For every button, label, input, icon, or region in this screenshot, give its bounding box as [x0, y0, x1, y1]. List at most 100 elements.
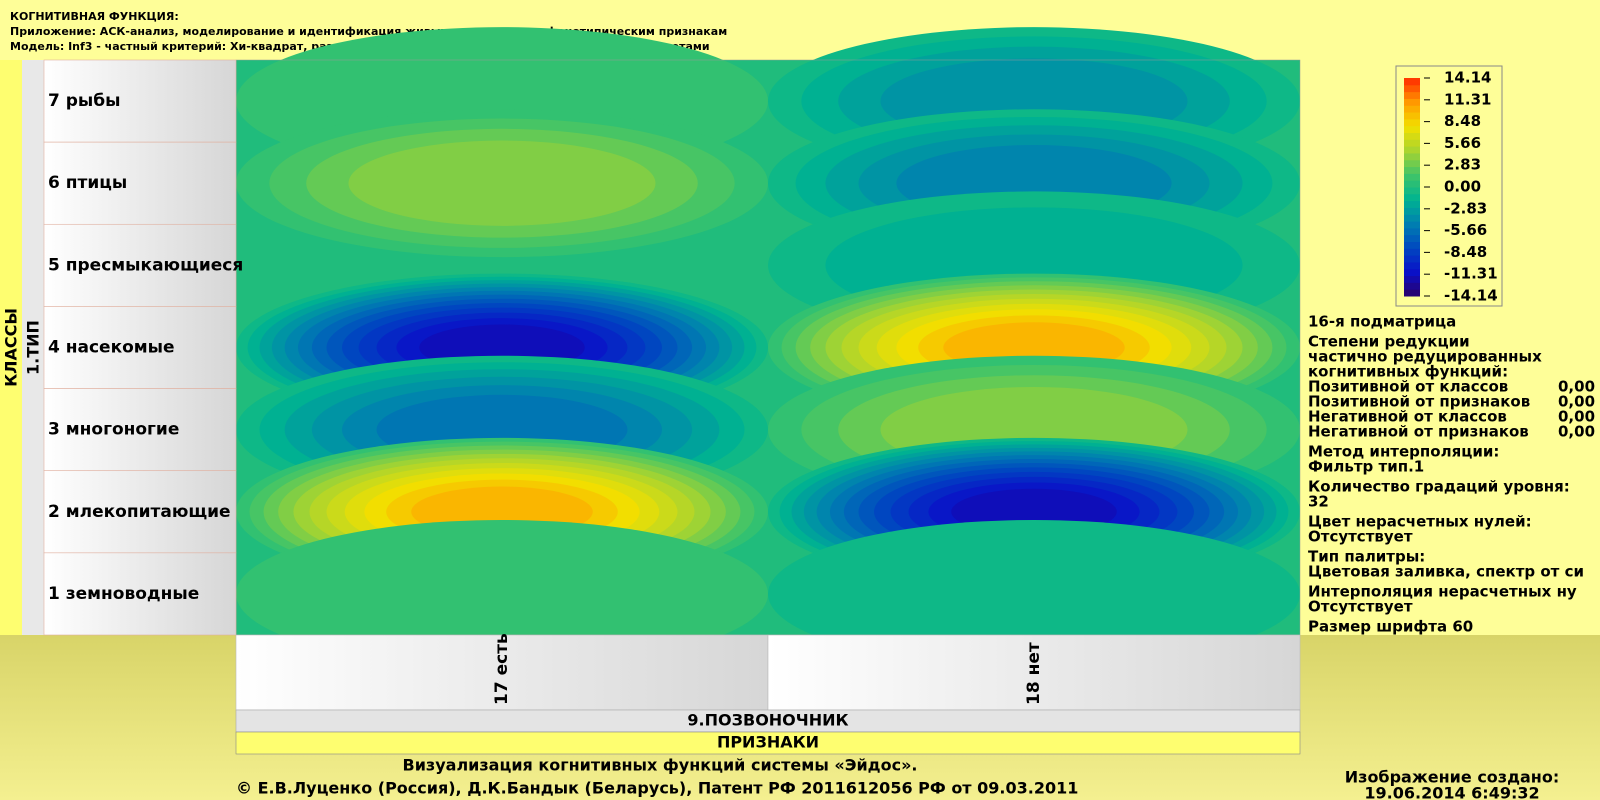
column-label-cell — [235, 634, 769, 711]
colorbar-step — [1404, 159, 1420, 168]
colorbar-step — [1404, 118, 1420, 127]
info-line: 32 — [1308, 493, 1329, 511]
row-label: 3 многоногие — [48, 420, 179, 440]
info-value: 0,00 — [1558, 393, 1595, 411]
contour-level — [348, 140, 656, 226]
row-label: 5 пресмыкающиеся — [48, 255, 243, 275]
colorbar-step — [1404, 289, 1420, 297]
y-title-strip — [0, 60, 22, 635]
row-label: 2 млекопитающие — [48, 502, 231, 522]
footer-created: Изображение создано: — [1345, 768, 1560, 787]
colorbar-step — [1404, 261, 1420, 270]
x-group: 9.ПОЗВОНОЧНИК — [687, 711, 848, 730]
colorbar-step — [1404, 234, 1420, 242]
colorbar-tick-label: 5.66 — [1444, 134, 1481, 152]
colorbar-step — [1404, 166, 1420, 174]
info-line: когнитивных функций: — [1308, 363, 1508, 381]
colorbar-step — [1404, 275, 1420, 283]
colorbar-step — [1404, 112, 1420, 120]
colorbar-step — [1404, 200, 1420, 208]
colorbar-step — [1404, 146, 1420, 154]
colorbar-step — [1404, 221, 1420, 229]
info-line: Количество градаций уровня: — [1308, 478, 1570, 496]
info-line: 16-я подматрица — [1308, 313, 1456, 331]
info-line: Цвет нерасчетных нулей: — [1308, 513, 1532, 531]
colorbar-tick-label: -5.66 — [1444, 221, 1487, 239]
colorbar-step — [1404, 207, 1420, 215]
row-label-cell — [43, 470, 237, 554]
info-key: Позитивной от классов — [1308, 378, 1508, 396]
column-label-cell — [767, 634, 1301, 711]
colorbar-tick-label: 2.83 — [1444, 156, 1481, 174]
row-label-cell — [43, 552, 237, 636]
contour-level — [236, 520, 768, 668]
info-line: частично редуцированных — [1308, 348, 1542, 366]
row-label-cell — [43, 223, 237, 307]
colorbar-step — [1404, 78, 1420, 86]
row-label: 1 земноводные — [48, 584, 199, 604]
footer-line: Визуализация когнитивных функций системы… — [403, 756, 918, 775]
colorbar-step — [1404, 91, 1420, 99]
colorbar-tick-label: -11.31 — [1444, 265, 1498, 283]
x-title-cell — [235, 731, 1301, 755]
footer-line: © Е.В.Луценко (Россия), Д.К.Бандык (Бела… — [236, 779, 1078, 798]
contour-level — [768, 520, 1300, 668]
row-label: 6 птицы — [48, 173, 127, 193]
colorbar-step — [1404, 173, 1420, 181]
info-line: Фильтр тип.1 — [1308, 458, 1424, 476]
row-label-cell — [43, 306, 237, 389]
info-key: Негативной от признаков — [1308, 423, 1529, 441]
x-title: ПРИЗНАКИ — [717, 733, 819, 752]
info-line: Степени редукции — [1308, 333, 1470, 351]
colorbar-tick-label: -2.83 — [1444, 199, 1487, 217]
colorbar-step — [1404, 241, 1420, 249]
row-label-cell — [43, 141, 237, 225]
colorbar-step — [1404, 248, 1420, 256]
colorbar-tick-label: 0.00 — [1444, 178, 1481, 196]
info-key: Позитивной от признаков — [1308, 393, 1530, 411]
row-label: 4 насекомые — [48, 338, 175, 358]
info-line: Размер шрифта 60 — [1308, 618, 1473, 636]
colorbar-step — [1404, 139, 1420, 147]
row-label: 7 рыбы — [48, 91, 121, 111]
colorbar-step — [1404, 282, 1420, 290]
colorbar-step — [1404, 193, 1420, 202]
y-group-strip — [22, 60, 44, 635]
colorbar-step — [1404, 255, 1420, 263]
colorbar-step — [1404, 84, 1420, 93]
colorbar-step — [1404, 98, 1420, 106]
footer-date: 19.06.2014 6:49:32 — [1364, 784, 1539, 800]
header-line: КОГНИТИВНАЯ ФУНКЦИЯ: — [10, 10, 179, 23]
colorbar-tick-label: 11.31 — [1444, 90, 1491, 108]
colorbar-tick-label: 14.14 — [1444, 69, 1491, 87]
colorbar-step — [1404, 105, 1420, 113]
info-value: 0,00 — [1558, 423, 1595, 441]
colorbar-step — [1404, 180, 1420, 188]
colorbar-step — [1404, 214, 1420, 222]
colorbar-step — [1404, 132, 1420, 140]
row-label-cell — [43, 59, 237, 143]
column-label: 17 есть — [492, 633, 512, 705]
colorbar-step — [1404, 268, 1420, 277]
info-line: Отсутствует — [1308, 598, 1413, 616]
info-value: 0,00 — [1558, 408, 1595, 426]
colorbar-tick-label: -8.48 — [1444, 243, 1487, 261]
info-line: Тип палитры: — [1308, 548, 1425, 566]
colorbar-step — [1404, 187, 1420, 195]
colorbar-step — [1404, 152, 1420, 161]
info-line: Цветовая заливка, спектр от си — [1308, 563, 1584, 581]
colorbar-step — [1404, 125, 1420, 133]
info-line: Отсутствует — [1308, 528, 1413, 546]
colorbar-tick-label: 8.48 — [1444, 112, 1481, 130]
y-title: КЛАССЫ — [2, 308, 21, 387]
info-line: Метод интерполяции: — [1308, 443, 1499, 461]
info-value: 0,00 — [1558, 378, 1595, 396]
info-line: Интерполяция нерасчетных ну — [1308, 583, 1577, 601]
y-group: 1.ТИП — [24, 320, 43, 375]
colorbar-step — [1404, 227, 1420, 236]
row-label-cell — [43, 388, 237, 472]
colorbar-tick-label: -14.14 — [1444, 287, 1498, 305]
info-key: Негативной от классов — [1308, 408, 1507, 426]
column-label: 18 нет — [1024, 642, 1044, 705]
